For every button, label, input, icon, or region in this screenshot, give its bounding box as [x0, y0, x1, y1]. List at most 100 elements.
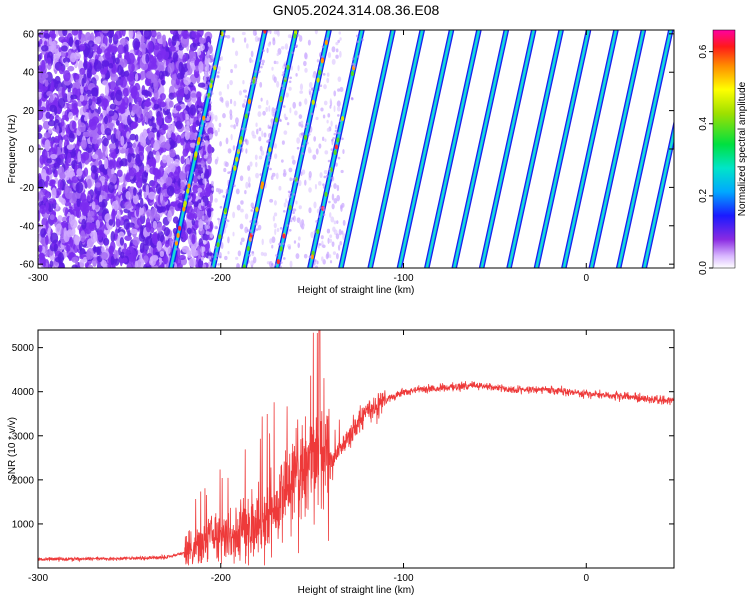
noise-blob	[147, 158, 156, 166]
noise-blob	[283, 169, 286, 173]
noise-blob	[191, 31, 199, 39]
noise-blob	[75, 39, 80, 49]
noise-blob	[208, 133, 213, 141]
noise-blob	[46, 158, 53, 164]
noise-blob	[164, 143, 171, 150]
noise-blob	[230, 68, 233, 74]
y-tick-label: 2000	[12, 475, 35, 486]
noise-blob	[258, 155, 263, 160]
noise-blob	[126, 131, 131, 139]
noise-blob	[76, 200, 81, 208]
noise-blob	[237, 250, 242, 257]
noise-blob	[181, 245, 190, 253]
noise-blob	[55, 223, 63, 236]
noise-blob	[165, 46, 170, 52]
noise-blob	[71, 176, 79, 184]
noise-blob	[131, 63, 135, 72]
noise-blob	[171, 121, 175, 134]
noise-blob	[72, 87, 78, 97]
noise-blob	[273, 143, 278, 149]
noise-blob	[329, 234, 333, 238]
noise-blob	[141, 44, 146, 55]
x-tick-label: 0	[583, 273, 589, 284]
noise-blob	[201, 251, 204, 257]
noise-blob	[68, 252, 72, 262]
noise-blob	[259, 81, 263, 88]
noise-blob	[203, 154, 208, 159]
noise-blob	[215, 187, 220, 193]
noise-blob	[177, 86, 184, 97]
noise-blob	[191, 65, 196, 71]
noise-blob	[103, 157, 109, 170]
noise-blob	[324, 150, 329, 155]
noise-blob	[178, 111, 186, 123]
noise-blob	[180, 138, 185, 146]
noise-blob	[118, 231, 125, 240]
noise-blob	[313, 201, 317, 209]
noise-blob	[100, 123, 105, 134]
noise-blob	[255, 172, 260, 179]
noise-blob	[269, 30, 272, 35]
noise-blob	[59, 139, 63, 149]
noise-blob	[330, 120, 333, 127]
noise-blob	[124, 201, 132, 209]
noise-blob	[308, 171, 312, 179]
noise-blob	[176, 72, 185, 80]
noise-blob	[297, 64, 300, 72]
noise-blob	[78, 30, 82, 41]
noise-blob	[132, 104, 140, 114]
stripe-15	[588, 30, 647, 268]
noise-blob	[59, 153, 66, 160]
noise-blob	[300, 171, 303, 177]
noise-blob	[333, 197, 338, 204]
noise-blob	[214, 114, 218, 122]
noise-blob	[50, 80, 54, 92]
noise-blob	[175, 77, 180, 86]
noise-blob	[99, 68, 108, 75]
noise-blob	[67, 65, 75, 72]
noise-blob	[225, 137, 229, 145]
noise-blob	[205, 43, 209, 52]
noise-blob	[60, 198, 66, 205]
noise-blob	[230, 124, 234, 128]
noise-blob	[289, 260, 293, 268]
noise-blob	[156, 240, 162, 251]
noise-blob	[61, 216, 68, 223]
noise-blob	[159, 128, 166, 135]
noise-blob	[148, 191, 156, 200]
noise-blob	[218, 91, 222, 96]
noise-blob	[207, 144, 212, 154]
noise-blob	[95, 31, 101, 38]
noise-blob	[71, 120, 76, 130]
noise-blob	[191, 194, 196, 202]
noise-blob	[197, 187, 203, 193]
noise-blob	[153, 103, 160, 110]
noise-blob	[41, 45, 49, 52]
stripe-11	[478, 30, 537, 268]
y-tick-label: -20	[20, 183, 35, 194]
noise-blob	[71, 30, 79, 36]
noise-blob	[336, 194, 341, 202]
noise-blob	[123, 70, 130, 77]
noise-blob	[120, 58, 128, 68]
noise-blob	[272, 215, 276, 222]
noise-blob	[98, 201, 106, 208]
noise-blob	[330, 216, 335, 223]
noise-blob	[335, 253, 339, 260]
noise-blob	[184, 113, 190, 121]
noise-blob	[329, 98, 332, 106]
noise-blob	[46, 57, 52, 65]
noise-blob	[211, 113, 215, 120]
noise-blob	[342, 219, 346, 226]
noise-blob	[126, 262, 133, 268]
noise-blob	[125, 191, 131, 200]
noise-blob	[109, 30, 114, 39]
noise-blob	[316, 59, 320, 63]
noise-blob	[184, 129, 190, 141]
noise-blob	[123, 218, 130, 230]
noise-blob	[329, 212, 332, 218]
noise-blob	[58, 65, 65, 75]
noise-blob	[205, 161, 208, 166]
noise-blob	[111, 66, 118, 74]
spectrogram-x-ticks: -300 -200 -100 0	[28, 30, 589, 284]
